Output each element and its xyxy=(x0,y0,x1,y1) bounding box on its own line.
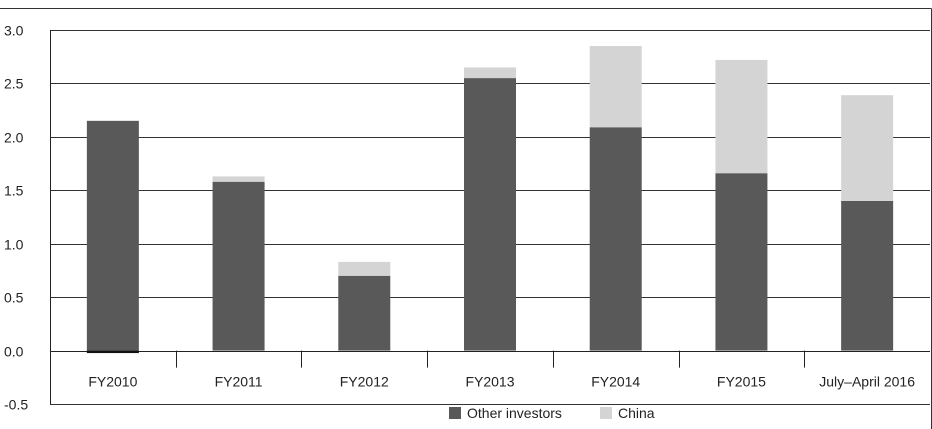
x-tick-label: FY2013 xyxy=(465,374,514,390)
y-tick-label: 2.0 xyxy=(4,130,24,146)
y-tick-label: 0.5 xyxy=(4,290,24,306)
bar-other-investors xyxy=(338,275,391,351)
bar-china-negative xyxy=(86,350,139,354)
legend-label: China xyxy=(618,405,655,421)
y-tick-label: 1.0 xyxy=(4,237,24,253)
bar-other-investors xyxy=(464,78,516,351)
x-tick-label: FY2015 xyxy=(717,374,766,390)
x-tick-label: FY2010 xyxy=(88,374,137,390)
legend-label: Other investors xyxy=(467,405,562,421)
bar-other-investors xyxy=(86,120,139,351)
y-tick-label: 2.5 xyxy=(4,76,24,92)
x-tick-label: FY2014 xyxy=(591,374,640,390)
bar-china xyxy=(841,95,894,201)
bar-china xyxy=(464,67,516,79)
bar-china xyxy=(212,176,265,182)
bar-other-investors xyxy=(212,181,265,351)
y-tick-label: -0.5 xyxy=(4,397,28,413)
bar-china xyxy=(589,46,642,128)
x-tick-label: July–April 2016 xyxy=(819,374,915,390)
legend-swatch xyxy=(449,407,461,419)
bar-china xyxy=(715,59,768,174)
y-tick-label: 1.5 xyxy=(4,183,24,199)
x-tick-label: FY2012 xyxy=(340,374,389,390)
bar-other-investors xyxy=(841,200,894,351)
bar-other-investors xyxy=(715,173,768,351)
y-tick-label: 3.0 xyxy=(4,23,24,39)
bar-china xyxy=(338,261,391,276)
bar-other-investors xyxy=(589,127,642,351)
y-tick-label: 0.0 xyxy=(4,344,24,360)
x-tick-label: FY2011 xyxy=(215,374,263,390)
legend-swatch xyxy=(600,407,612,419)
